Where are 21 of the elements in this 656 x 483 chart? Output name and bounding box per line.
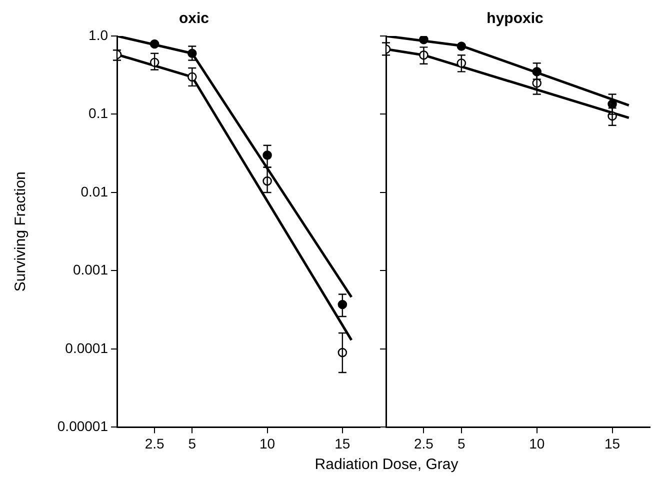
y-tick-label: 0.0001 — [65, 340, 108, 356]
point — [150, 39, 160, 49]
x-tick-label: 10 — [529, 435, 545, 452]
y-axis-title: Surviving Fraction — [12, 172, 30, 292]
y-tick-label: 0.001 — [72, 262, 108, 278]
x-tick-label: 5 — [458, 435, 466, 452]
y-tick-label: 1.0 — [88, 26, 108, 43]
x-axis-title: Radiation Dose, Gray — [314, 456, 460, 473]
x-tick-label: 10 — [259, 435, 276, 452]
point — [419, 36, 428, 44]
x-tick-label: 5 — [188, 435, 196, 452]
x-tick-label: 15 — [604, 435, 620, 452]
x-tick-label: 2.5 — [144, 435, 165, 452]
x-tick-label: 2.5 — [414, 435, 434, 452]
y-tick-label: 0.1 — [88, 105, 108, 122]
chart-title: oxic — [178, 10, 210, 28]
y-tick-label: 0.00001 — [57, 418, 108, 434]
x-tick-label: 15 — [334, 435, 350, 452]
chart-title: hypoxic — [486, 10, 544, 28]
point — [456, 42, 466, 51]
y-tick-label: 0.01 — [80, 183, 108, 200]
